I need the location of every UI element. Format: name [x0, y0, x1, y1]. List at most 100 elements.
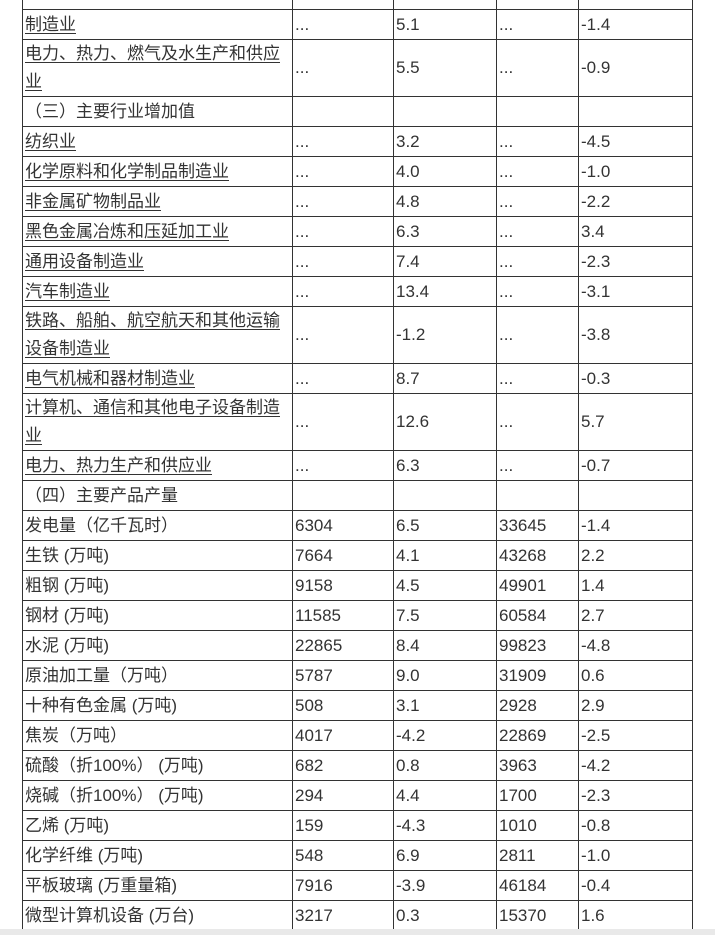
- value-cell: 508: [292, 690, 394, 721]
- value-cell: -3.9: [393, 870, 497, 901]
- empty-cell: [292, 0, 394, 10]
- value-cell: 4.4: [393, 780, 497, 811]
- table-row: 发电量（亿千瓦时） 6304 6.5 33645 -1.4: [22, 510, 693, 541]
- table-row: 计算机、通信和其他电子设备制造业... 12.6... 5.7: [22, 393, 693, 451]
- value-cell: 15370: [496, 900, 579, 931]
- row-name: 钢材 (万吨): [25, 605, 110, 625]
- value-cell: 33645: [496, 510, 579, 541]
- value-cell: [578, 480, 693, 511]
- value-cell: ...: [496, 186, 579, 217]
- value-cell: 60584: [496, 600, 579, 631]
- value-cell: [578, 96, 693, 127]
- value-cell: 682: [292, 750, 394, 781]
- table-row: 焦炭（万吨） 4017 -4.2 22869 -2.5: [22, 720, 693, 751]
- value-cell: 2811: [496, 840, 579, 871]
- value-cell: 1700: [496, 780, 579, 811]
- value-cell: [496, 480, 579, 511]
- value-cell: 3.1: [393, 690, 497, 721]
- value-cell: 11585: [292, 600, 394, 631]
- value-cell: 3.2: [393, 126, 497, 157]
- row-name-cell: 电力、热力、燃气及水生产和供应业: [22, 39, 293, 97]
- value-cell: -1.0: [578, 840, 693, 871]
- value-cell: 8.4: [393, 630, 497, 661]
- table-row: 水泥 (万吨) 22865 8.4 99823 -4.8: [22, 630, 693, 661]
- table-row: 化学纤维 (万吨) 548 6.9 2811 -1.0: [22, 840, 693, 871]
- section-row: （三）主要行业增加值: [22, 96, 693, 127]
- row-name-cell: 微型计算机设备 (万台): [22, 900, 293, 931]
- value-cell: 0.6: [578, 660, 693, 691]
- row-name-cell: 平板玻璃 (万重量箱): [22, 870, 293, 901]
- value-cell: -4.2: [393, 720, 497, 751]
- row-name: 通用设备制造业: [25, 251, 144, 271]
- row-name: 制造业: [25, 14, 76, 34]
- value-cell: -4.3: [393, 810, 497, 841]
- row-name-cell: 发电量（亿千瓦时）: [22, 510, 293, 541]
- row-name: 十种有色金属 (万吨): [25, 695, 178, 715]
- value-cell: [292, 96, 394, 127]
- value-cell: 1.4: [578, 570, 693, 601]
- row-name-cell: 粗钢 (万吨): [22, 570, 293, 601]
- value-cell: 5.1: [393, 9, 497, 40]
- value-cell: -3.8: [578, 306, 693, 364]
- table-row: 通用设备制造业... 7.4... -2.3: [22, 246, 693, 277]
- value-cell: ...: [292, 306, 394, 364]
- row-name-cell: 烧碱（折100%） (万吨): [22, 780, 293, 811]
- value-cell: -0.3: [578, 363, 693, 394]
- value-cell: 8.7: [393, 363, 497, 394]
- row-name: 黑色金属冶炼和压延加工业: [25, 221, 229, 241]
- value-cell: 4.5: [393, 570, 497, 601]
- value-cell: 4.0: [393, 156, 497, 187]
- statistics-table: 制造业... 5.1... -1.4 电力、热力、燃气及水生产和供应业... 5.5..…: [22, 0, 693, 935]
- value-cell: 99823: [496, 630, 579, 661]
- row-name-cell: 黑色金属冶炼和压延加工业: [22, 216, 293, 247]
- row-name-cell: 铁路、船舶、航空航天和其他运输设备制造业: [22, 306, 293, 364]
- row-name: 化学纤维 (万吨): [25, 845, 144, 865]
- row-name: 电力、热力、燃气及水生产和供应业: [25, 44, 280, 91]
- value-cell: 22869: [496, 720, 579, 751]
- value-cell: 31909: [496, 660, 579, 691]
- value-cell: 0.3: [393, 900, 497, 931]
- value-cell: [393, 480, 497, 511]
- row-name-cell: 电气机械和器材制造业: [22, 363, 293, 394]
- value-cell: -1.4: [578, 9, 693, 40]
- value-cell: 4.8: [393, 186, 497, 217]
- row-name-cell: 化学原料和化学制品制造业: [22, 156, 293, 187]
- row-name: 乙烯 (万吨): [25, 815, 110, 835]
- row-name: 生铁 (万吨): [25, 545, 110, 565]
- value-cell: -2.2: [578, 186, 693, 217]
- row-name: 烧碱（折100%） (万吨): [25, 785, 204, 805]
- row-name: 电气机械和器材制造业: [25, 368, 195, 388]
- page-bottom-strip: [0, 929, 715, 935]
- section-row: （四）主要产品产量: [22, 480, 693, 511]
- table-row: 非金属矿物制品业... 4.8... -2.2: [22, 186, 693, 217]
- value-cell: 6.3: [393, 216, 497, 247]
- value-cell: ...: [292, 450, 394, 481]
- row-name-cell: 十种有色金属 (万吨): [22, 690, 293, 721]
- value-cell: 49901: [496, 570, 579, 601]
- value-cell: 4017: [292, 720, 394, 751]
- row-name-cell: 纺织业: [22, 126, 293, 157]
- table-row: 原油加工量（万吨） 5787 9.0 31909 0.6: [22, 660, 693, 691]
- table-row: 化学原料和化学制品制造业... 4.0... -1.0: [22, 156, 693, 187]
- value-cell: -2.5: [578, 720, 693, 751]
- value-cell: ...: [496, 216, 579, 247]
- value-cell: ...: [292, 246, 394, 277]
- value-cell: 9158: [292, 570, 394, 601]
- row-name: 微型计算机设备 (万台): [25, 905, 195, 925]
- row-name-cell: 汽车制造业: [22, 276, 293, 307]
- value-cell: -4.5: [578, 126, 693, 157]
- value-cell: 1010: [496, 810, 579, 841]
- value-cell: 6304: [292, 510, 394, 541]
- row-name: 平板玻璃 (万重量箱): [25, 875, 178, 895]
- empty-cell: [496, 0, 579, 10]
- table-row: 乙烯 (万吨) 159 -4.3 1010 -0.8: [22, 810, 693, 841]
- table-row: 十种有色金属 (万吨) 508 3.1 2928 2.9: [22, 690, 693, 721]
- value-cell: ...: [496, 306, 579, 364]
- table-row: 钢材 (万吨) 11585 7.5 60584 2.7: [22, 600, 693, 631]
- table-row: 纺织业... 3.2... -4.5: [22, 126, 693, 157]
- table-row: 电气机械和器材制造业... 8.7... -0.3: [22, 363, 693, 394]
- value-cell: ...: [292, 216, 394, 247]
- partial-row-top: [22, 0, 693, 10]
- value-cell: 5.5: [393, 39, 497, 97]
